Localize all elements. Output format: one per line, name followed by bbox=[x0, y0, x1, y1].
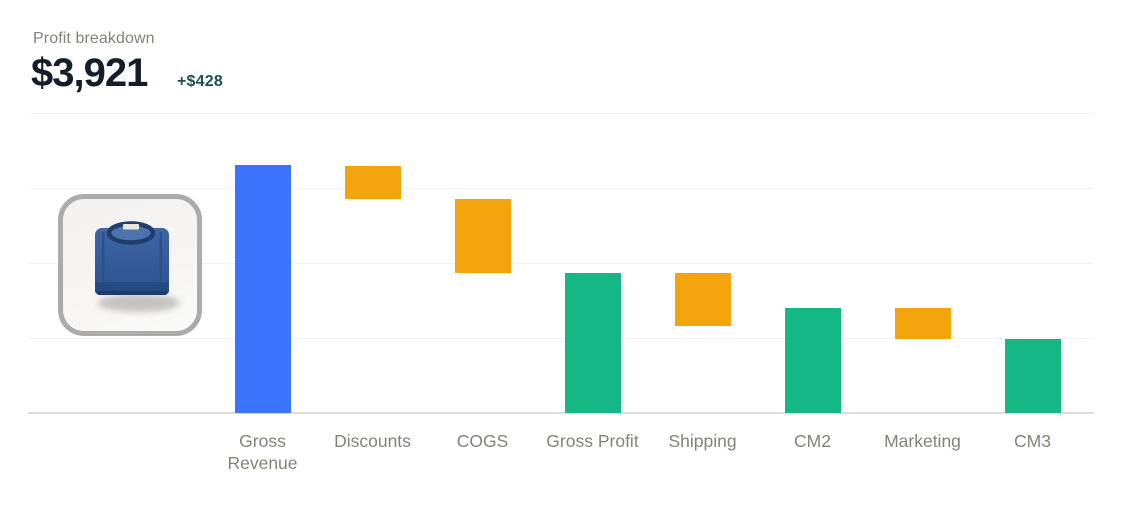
profit-delta-badge: +$428 bbox=[177, 73, 223, 90]
x-axis-label-cm2: CM2 bbox=[794, 431, 831, 451]
bar-gross-profit[interactable] bbox=[564, 272, 621, 413]
x-axis-label-gross-profit: Gross Profit bbox=[546, 431, 639, 451]
gridline bbox=[28, 263, 1094, 264]
bar-marketing[interactable] bbox=[894, 308, 951, 339]
x-axis-baseline bbox=[28, 412, 1094, 414]
x-axis-label-cm3: CM3 bbox=[1014, 431, 1051, 451]
page-title: Profit breakdown bbox=[33, 30, 155, 47]
x-axis-label-cogs: COGS bbox=[456, 431, 509, 451]
bar-gross-revenue[interactable] bbox=[234, 164, 291, 413]
x-axis-label-marketing: Marketing bbox=[884, 431, 961, 451]
bar-discounts[interactable] bbox=[344, 166, 401, 200]
bar-cm2[interactable] bbox=[784, 308, 841, 413]
product-image-tile[interactable] bbox=[58, 194, 202, 336]
x-axis-label-gross-revenue: Gross Revenue bbox=[227, 431, 298, 473]
bar-cm3[interactable] bbox=[1004, 338, 1061, 413]
gridline bbox=[28, 188, 1094, 189]
gridline bbox=[28, 113, 1094, 114]
folded-sweater-image bbox=[95, 221, 180, 312]
x-axis-label-discounts: Discounts bbox=[334, 431, 411, 451]
gridline bbox=[28, 338, 1094, 339]
x-axis-label-shipping: Shipping bbox=[668, 431, 737, 451]
bar-cogs[interactable] bbox=[454, 199, 511, 273]
profit-total-value: $3,921 bbox=[31, 51, 148, 95]
bar-shipping[interactable] bbox=[674, 272, 731, 326]
